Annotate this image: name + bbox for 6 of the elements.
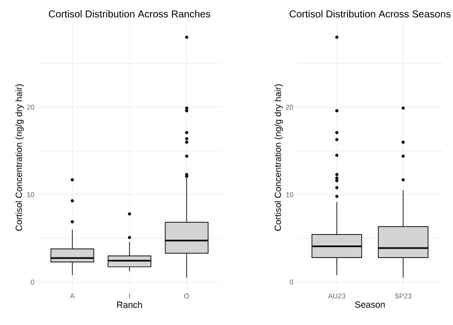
x-axis-title: Season xyxy=(355,301,385,308)
y-axis-title: Cortisol Concentration (ng/g dry hair) xyxy=(15,84,24,231)
chart-title: Cortisol Distribution Across Seasons xyxy=(290,10,450,18)
y-axis-title: Cortisol Concentration (ng/g dry hair) xyxy=(274,84,283,231)
x-axis-title: Ranch xyxy=(117,301,142,308)
chart-title: Cortisol Distribution Across Ranches xyxy=(48,10,210,18)
